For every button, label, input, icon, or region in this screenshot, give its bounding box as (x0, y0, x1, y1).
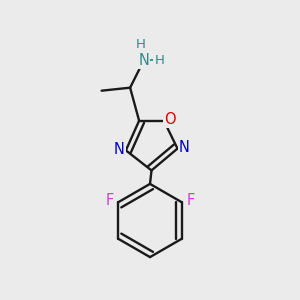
Text: O: O (164, 112, 176, 127)
Text: N: N (179, 140, 190, 155)
Text: H: H (154, 54, 164, 67)
Text: N: N (113, 142, 124, 157)
Text: H: H (136, 38, 146, 51)
Text: F: F (187, 193, 195, 208)
Text: N: N (138, 53, 149, 68)
Text: F: F (105, 193, 113, 208)
